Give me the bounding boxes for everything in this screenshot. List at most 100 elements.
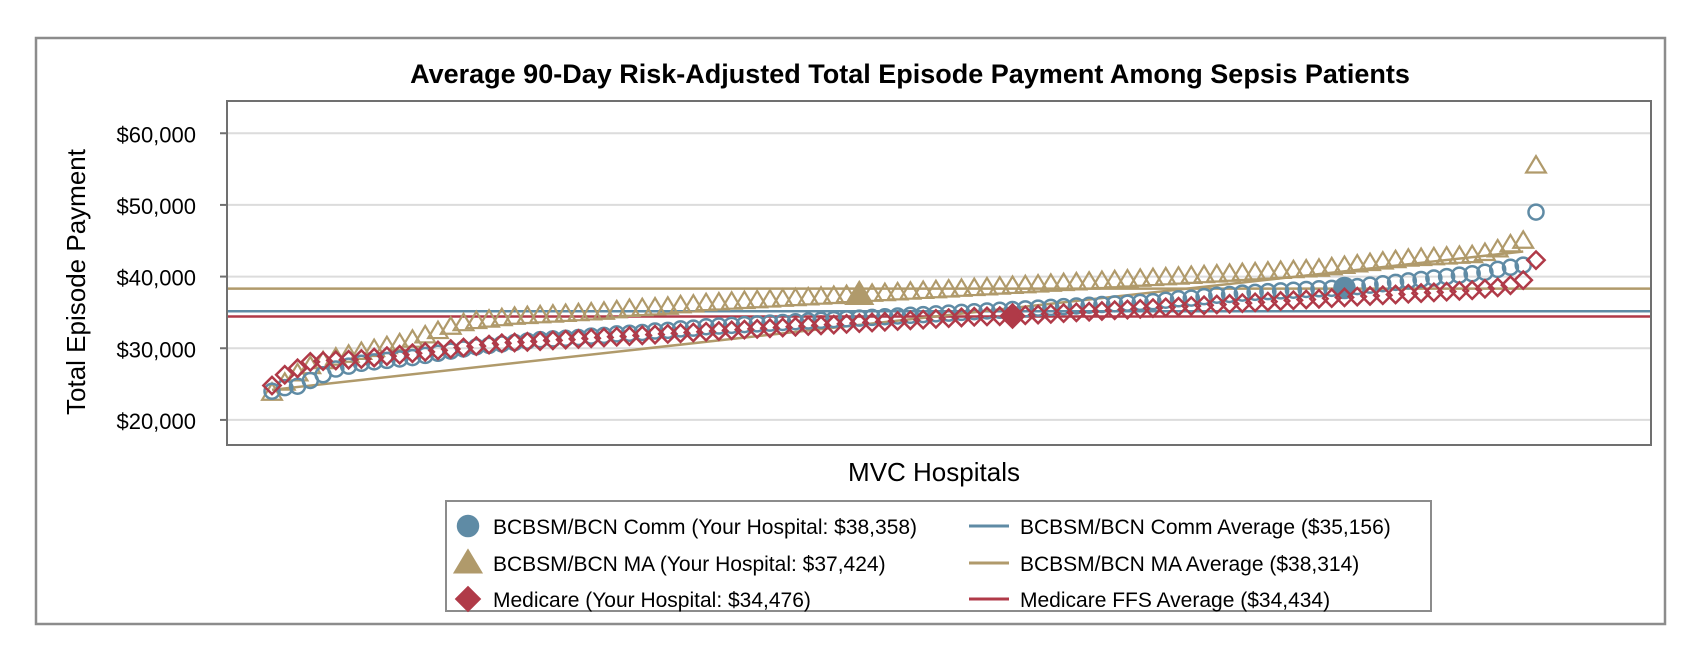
triangle-marker [1434, 245, 1459, 265]
y-tick-label: $40,000 [116, 266, 196, 291]
circle-marker [1118, 294, 1137, 312]
legend-box [445, 500, 1432, 612]
diamond-marker [1525, 249, 1547, 271]
triangle-marker [1409, 246, 1433, 267]
circle-marker [1054, 297, 1073, 316]
triangle-marker [1090, 269, 1114, 290]
triangle-marker [1230, 261, 1255, 282]
triangle-marker [1460, 243, 1484, 264]
triangle-marker [1128, 267, 1152, 287]
legend-label: Medicare (Your Hospital: $34,476) [493, 589, 811, 612]
triangle-marker [681, 293, 706, 313]
circle-marker [1131, 293, 1149, 312]
x-axis-label: MVC Hospitals [848, 457, 1020, 487]
legend-label: BCBSM/BCN Comm (Your Hospital: $38,358) [493, 516, 917, 539]
triangle-marker [1319, 255, 1344, 276]
triangle-marker [1179, 264, 1204, 284]
triangle-marker [1153, 265, 1178, 286]
legend-diamond-swatch [454, 585, 482, 613]
triangle-marker [553, 302, 578, 322]
circle-marker [1067, 297, 1086, 315]
circle-marker [1425, 269, 1443, 287]
triangle-marker [745, 288, 769, 309]
circle-marker [1361, 276, 1379, 294]
triangle-marker [1013, 273, 1038, 294]
triangle-marker [1192, 263, 1216, 284]
diamond-marker [1512, 269, 1534, 291]
diamond-marker [287, 357, 308, 379]
triangle-marker [949, 277, 974, 297]
legend-label: BCBSM/BCN MA Average ($38,314) [1020, 553, 1359, 576]
y-axis-label: Total Episode Payment [61, 148, 91, 415]
triangle-marker [1000, 274, 1025, 295]
y-tick-label: $60,000 [116, 122, 196, 147]
circle-marker [1284, 281, 1303, 299]
circle-marker [1246, 283, 1264, 302]
triangle-marker [1294, 257, 1318, 278]
circle-marker [1144, 292, 1162, 311]
y-axis-ticks: $20,000 $30,000 $40,000 $50,000 $60,000 [116, 122, 227, 434]
triangle-marker [1026, 272, 1050, 293]
triangle-marker [515, 304, 540, 325]
triangle-marker [719, 290, 744, 310]
circle-marker [1220, 285, 1239, 304]
triangle-marker [1256, 260, 1280, 280]
triangle-marker [604, 298, 629, 319]
triangle-marker [924, 278, 948, 299]
triangle-marker [1166, 265, 1191, 285]
triangle-marker [911, 279, 935, 300]
y-tick-label: $30,000 [116, 337, 196, 362]
circle-marker [978, 302, 996, 320]
triangle-marker [528, 303, 552, 324]
triangle-marker [656, 295, 680, 315]
triangle-marker [1051, 271, 1076, 292]
triangle-marker [783, 286, 808, 307]
triangle-marker [758, 288, 782, 308]
triangle-marker [1447, 244, 1472, 264]
triangle-marker [1358, 251, 1382, 272]
triangle-marker [770, 287, 795, 307]
circle-marker [1297, 280, 1315, 299]
triangle-marker [1511, 229, 1536, 249]
legend-label: BCBSM/BCN Comm Average ($35,156) [1020, 516, 1391, 539]
y-tick-label: $50,000 [116, 194, 196, 219]
triangle-marker [1332, 254, 1357, 274]
circle-marker [1169, 290, 1188, 308]
triangle-marker [579, 300, 603, 321]
circle-marker [1156, 291, 1175, 309]
circle-marker [1501, 258, 1520, 277]
triangle-marker [1205, 262, 1229, 283]
triangle-marker [541, 303, 565, 323]
triangle-marker [643, 295, 667, 316]
triangle-marker [1396, 247, 1421, 267]
circle-marker [1412, 270, 1430, 289]
triangle-marker [975, 275, 999, 296]
triangle-marker [617, 297, 642, 317]
triangle-marker [987, 275, 1012, 295]
triangle-marker [464, 309, 489, 330]
circle-marker [1259, 282, 1277, 301]
triangle-marker [796, 285, 821, 306]
triangle-marker [1115, 267, 1140, 288]
triangle-marker [1243, 260, 1267, 281]
diamond-marker [274, 364, 296, 386]
triangle-marker [1422, 245, 1446, 266]
circle-marker [1386, 273, 1405, 292]
triangle-marker [1039, 272, 1063, 292]
triangle-marker [821, 284, 846, 305]
triangle-marker [1077, 270, 1101, 290]
circle-marker [1488, 260, 1507, 279]
triangle-marker [898, 280, 923, 300]
triangle-marker [1064, 270, 1089, 291]
triangle-marker [1102, 268, 1127, 289]
triangle-marker [1141, 266, 1165, 287]
gridlines [227, 132, 1651, 421]
triangle-marker [1217, 262, 1242, 282]
triangle-marker [873, 281, 897, 302]
circle-marker [1182, 289, 1201, 307]
triangle-marker [502, 305, 527, 325]
triangle-marker [860, 282, 884, 302]
triangle-marker [694, 291, 718, 312]
triangle-marker [936, 277, 961, 298]
